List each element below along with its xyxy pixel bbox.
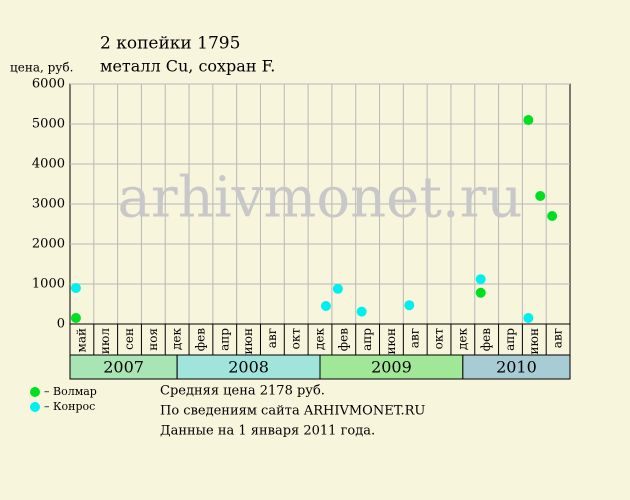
x-tick-label: ноя bbox=[146, 328, 160, 351]
x-tick-label: июн bbox=[384, 328, 398, 354]
point bbox=[547, 211, 558, 221]
legend-label: – Конрос bbox=[44, 400, 95, 413]
x-tick-label: окт bbox=[289, 328, 303, 350]
point bbox=[523, 115, 534, 125]
x-tick-label: июн bbox=[241, 328, 255, 354]
point bbox=[70, 313, 81, 323]
point bbox=[320, 301, 331, 311]
x-tick-label: дек bbox=[170, 328, 184, 350]
legend-marker bbox=[30, 402, 40, 412]
point bbox=[70, 283, 81, 293]
point bbox=[404, 300, 415, 311]
point bbox=[475, 274, 486, 285]
x-tick-label: фев bbox=[479, 328, 493, 351]
y-tick-label: 4000 bbox=[32, 157, 65, 172]
legend-marker bbox=[30, 387, 40, 397]
x-tick-label: дек bbox=[455, 328, 469, 350]
point bbox=[332, 283, 343, 294]
x-tick-label: июн bbox=[527, 328, 541, 354]
point bbox=[475, 287, 486, 298]
y-axis-label: цена, руб. bbox=[10, 61, 73, 75]
note: Средняя цена 2178 руб. bbox=[160, 384, 325, 399]
year-label: 2008 bbox=[228, 358, 269, 377]
watermark: arhivmonet.ru bbox=[118, 166, 523, 231]
x-tick-label: апр bbox=[360, 328, 374, 351]
x-tick-label: дек bbox=[313, 328, 327, 350]
year-band bbox=[462, 354, 571, 380]
year-band bbox=[69, 354, 178, 380]
y-tick-label: 5000 bbox=[32, 117, 65, 132]
point bbox=[535, 191, 546, 201]
x-tick-label: апр bbox=[217, 328, 231, 351]
chart-title: 2 копейки 1795 bbox=[100, 34, 240, 54]
x-tick-label: фев bbox=[336, 328, 350, 351]
y-tick-label: 0 bbox=[57, 317, 65, 332]
point bbox=[523, 313, 534, 323]
year-band bbox=[319, 354, 464, 380]
x-tick-label: апр bbox=[503, 328, 517, 351]
y-tick-label: 3000 bbox=[32, 197, 65, 212]
legend-label: – Волмар bbox=[44, 385, 97, 398]
x-tick-label: окт bbox=[432, 328, 446, 350]
x-tick-label: фев bbox=[193, 328, 207, 351]
y-tick-label: 1000 bbox=[32, 277, 65, 292]
note: Данные на 1 января 2011 года. bbox=[160, 424, 375, 439]
year-label: 2007 bbox=[103, 358, 144, 377]
year-label: 2010 bbox=[496, 358, 537, 377]
x-tick-label: авг bbox=[408, 328, 422, 348]
note: По сведениям сайта ARHIVMONET.RU bbox=[160, 404, 425, 419]
y-tick-label: 2000 bbox=[32, 237, 65, 252]
point bbox=[356, 306, 367, 317]
y-tick-label: 6000 bbox=[32, 77, 65, 92]
x-tick-label: июл bbox=[98, 328, 112, 354]
year-label: 2009 bbox=[371, 358, 412, 377]
x-tick-label: сен bbox=[122, 328, 136, 350]
x-tick-label: май bbox=[74, 328, 88, 353]
chart-subtitle: металл Cu, сохран F. bbox=[100, 57, 275, 76]
x-tick-label: авг bbox=[551, 328, 565, 348]
x-tick-label: авг bbox=[265, 328, 279, 348]
